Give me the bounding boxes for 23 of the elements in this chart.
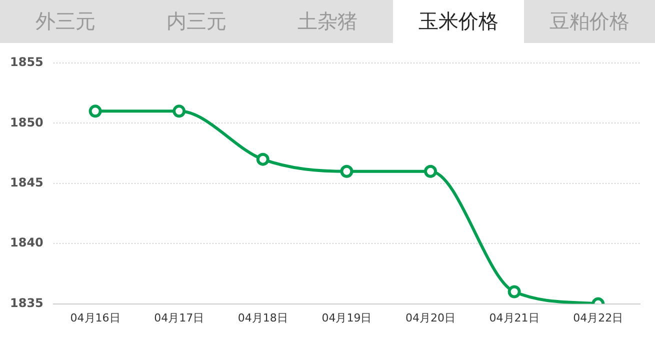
text: 土杂猪 [262,0,393,43]
point [508,285,521,298]
x-tick-label: 04月17日 [154,311,204,324]
point [172,104,186,118]
point [256,152,270,166]
text: 豆粕价格 [524,0,655,43]
point [424,164,437,178]
x-tick-label: 04月19日 [322,311,372,324]
x-tick-label: 04月20日 [406,311,456,324]
point [340,164,354,178]
chart-title: 玉米价格 [393,0,524,43]
y-tick-label: 1835 [10,296,44,310]
y-tick-label: 1840 [10,236,44,250]
y-tick-label: 1845 [10,176,44,190]
x-tick-label: 04月16日 [70,311,120,324]
y-tick-label: 1855 [10,55,44,70]
text: 内三元 [131,0,262,43]
x-tick-label: 04月18日 [238,311,288,324]
text: 外三元 [0,0,131,43]
y-tick-label: 1850 [10,115,44,130]
x-tick-label: 04月21日 [489,311,540,324]
point [88,104,102,118]
x-tick-label: 04月22日 [573,311,624,324]
